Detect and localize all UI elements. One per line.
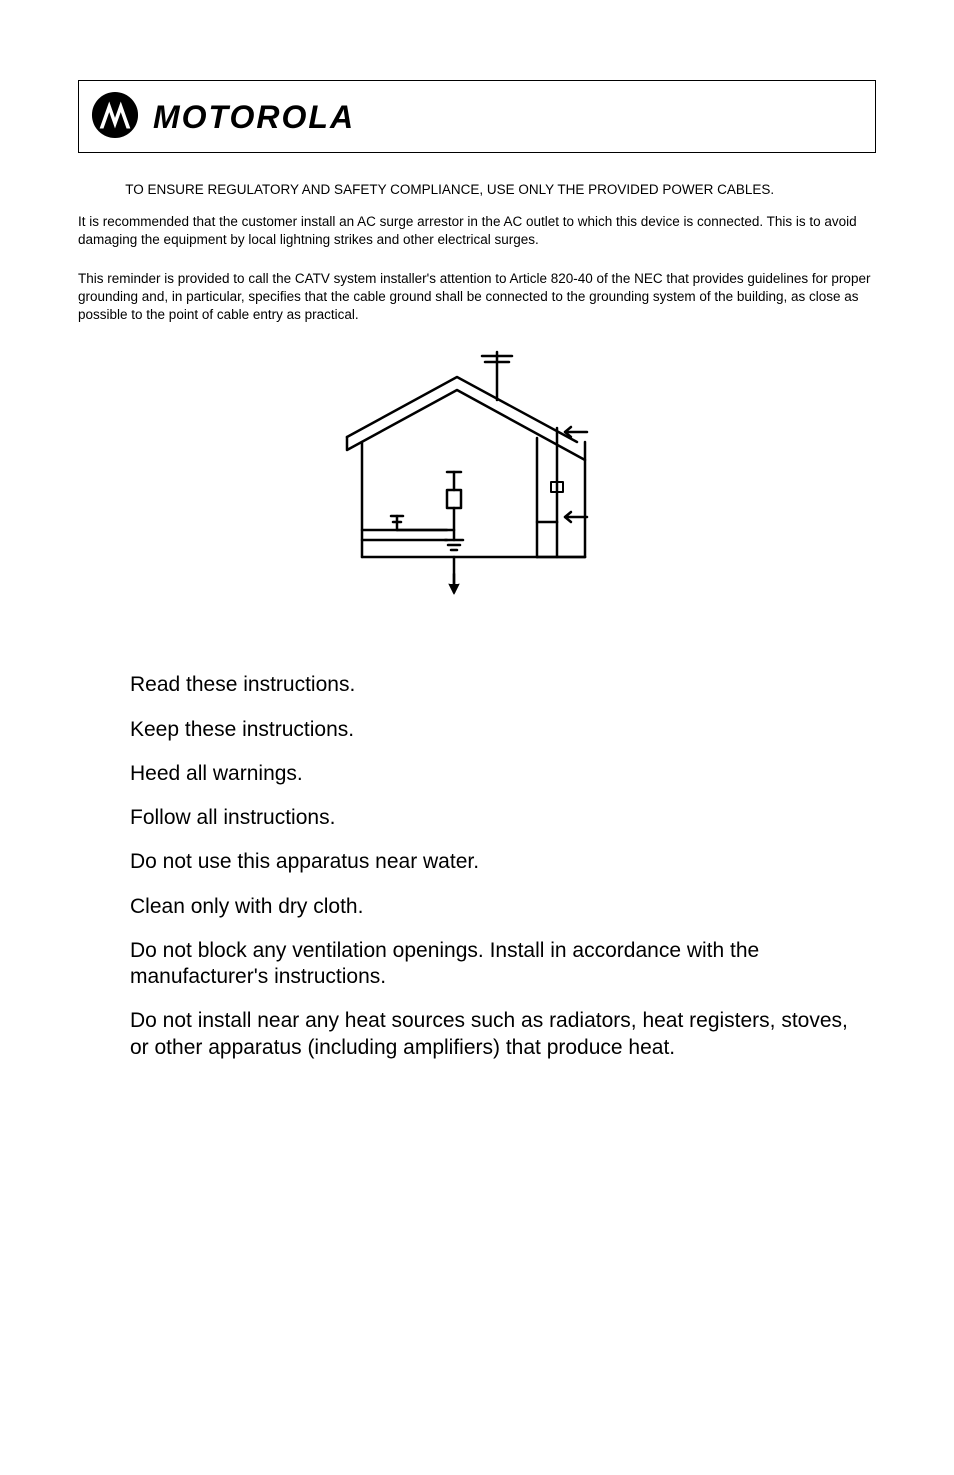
surge-paragraph: It is recommended that the customer inst… xyxy=(78,213,876,249)
instruction-item: Follow all instructions. xyxy=(130,805,856,831)
house-grounding-diagram-icon xyxy=(327,342,627,602)
document-page: MOTOROLA TO ENSURE REGULATORY AND SAFETY… xyxy=(0,0,954,1475)
compliance-paragraph: TO ENSURE REGULATORY AND SAFETY COMPLIAN… xyxy=(78,181,876,199)
instruction-item: Clean only with dry cloth. xyxy=(130,894,856,920)
instruction-item: Keep these instructions. xyxy=(130,717,856,743)
safety-instructions-list: Read these instructions. Keep these inst… xyxy=(78,672,876,1061)
grounding-diagram-wrap xyxy=(78,342,876,602)
grounding-paragraph: This reminder is provided to call the CA… xyxy=(78,270,876,325)
instruction-item: Read these instructions. xyxy=(130,672,856,698)
logo-brand-text: MOTOROLA xyxy=(153,99,355,136)
instruction-item: Do not use this apparatus near water. xyxy=(130,849,856,875)
instruction-item: Do not install near any heat sources suc… xyxy=(130,1008,856,1061)
logo-header-box: MOTOROLA xyxy=(78,80,876,153)
motorola-mark-icon xyxy=(91,91,139,144)
instruction-item: Do not block any ventilation openings. I… xyxy=(130,938,856,991)
instruction-item: Heed all warnings. xyxy=(130,761,856,787)
